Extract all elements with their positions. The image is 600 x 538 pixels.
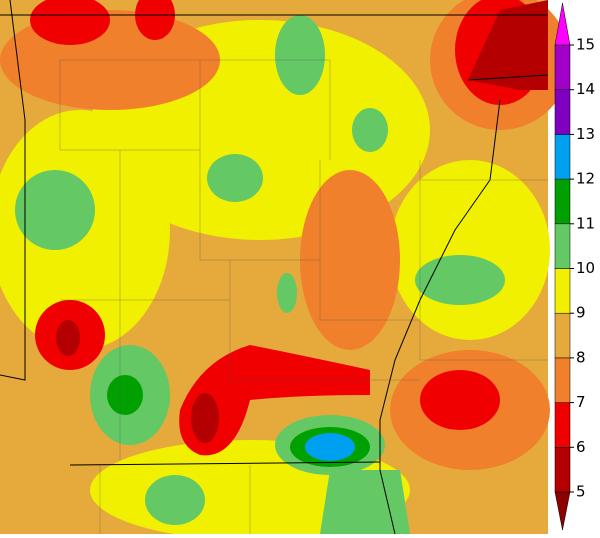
region	[320, 470, 410, 534]
region	[352, 108, 388, 152]
colorbar-label: 11	[576, 214, 595, 232]
colorbar-label: 15	[576, 36, 595, 54]
colorbar-label: 6	[576, 438, 586, 456]
colorbar-label: 13	[576, 125, 595, 143]
county-lines	[59, 59, 548, 534]
colorbar-bin	[554, 223, 571, 269]
region	[30, 0, 110, 45]
colorbar-label: 5	[576, 483, 586, 501]
region	[145, 475, 205, 525]
borders	[0, 0, 549, 535]
region	[179, 345, 370, 456]
region	[468, 0, 548, 90]
colorbar-bin	[554, 357, 571, 403]
colorbar-bin	[554, 44, 571, 90]
colorbar-bin	[554, 89, 571, 135]
region	[107, 375, 143, 415]
colorbar-label: 14	[576, 80, 595, 98]
colorbar-label: 10	[576, 259, 595, 277]
region	[191, 393, 219, 443]
colorbar-label: 7	[576, 393, 586, 411]
colorbar: 5 6 7 8 9 10 11 12 13 14 15	[554, 2, 595, 531]
colorbar-label: 12	[576, 170, 595, 188]
colorbar-label: 8	[576, 348, 586, 366]
region	[277, 273, 297, 313]
region	[415, 255, 505, 305]
colorbar-bin	[554, 312, 571, 359]
colorbar-under	[554, 491, 571, 531]
region	[15, 170, 95, 250]
region	[420, 370, 500, 430]
colorbar-bin	[554, 447, 571, 493]
colorbar-label: 9	[576, 304, 586, 322]
colorbar-bin	[554, 134, 571, 180]
region	[275, 15, 325, 95]
region	[135, 0, 175, 40]
colorbar-over	[554, 2, 571, 46]
colorbar-bin	[554, 402, 571, 448]
precip-map	[0, 0, 570, 538]
colorbar-bin	[554, 268, 571, 314]
region	[207, 154, 263, 202]
region	[305, 433, 355, 461]
region	[390, 160, 550, 340]
region	[56, 320, 80, 356]
region	[300, 170, 400, 350]
colorbar-bin	[554, 178, 571, 225]
